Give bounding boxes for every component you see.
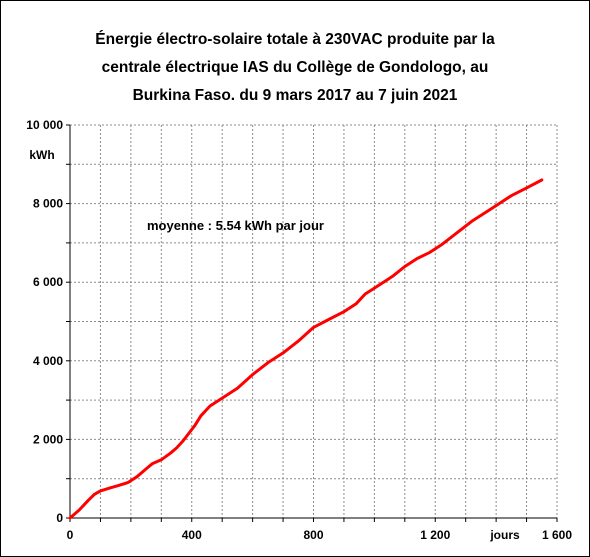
x-axis-label: jours bbox=[489, 528, 520, 542]
y-tick-label: 4 000 bbox=[33, 354, 63, 368]
x-tick-label: 1 200 bbox=[420, 528, 450, 542]
chart-title-line-3: Burkina Faso. du 9 mars 2017 au 7 juin 2… bbox=[132, 87, 458, 104]
chart-title-line-2: centrale électrique IAS du Collège de Go… bbox=[101, 59, 489, 76]
y-axis-label: kWh bbox=[29, 148, 54, 162]
average-annotation: moyenne : 5.54 kWh par jour bbox=[147, 218, 324, 233]
chart-title-line-1: Énergie électro-solaire totale à 230VAC … bbox=[95, 31, 495, 48]
y-tick-label: 2 000 bbox=[33, 432, 63, 446]
y-tick-label: 10 000 bbox=[26, 118, 63, 132]
y-tick-label: 6 000 bbox=[33, 275, 63, 289]
x-tick-label: 1 600 bbox=[542, 528, 572, 542]
x-tick-label: 400 bbox=[182, 528, 202, 542]
x-tick-label: 0 bbox=[67, 528, 74, 542]
y-tick-label: 0 bbox=[56, 511, 63, 525]
x-tick-label: 800 bbox=[303, 528, 323, 542]
series-line-cumulative-energy bbox=[68, 178, 544, 520]
y-tick-label: 8 000 bbox=[33, 197, 63, 211]
